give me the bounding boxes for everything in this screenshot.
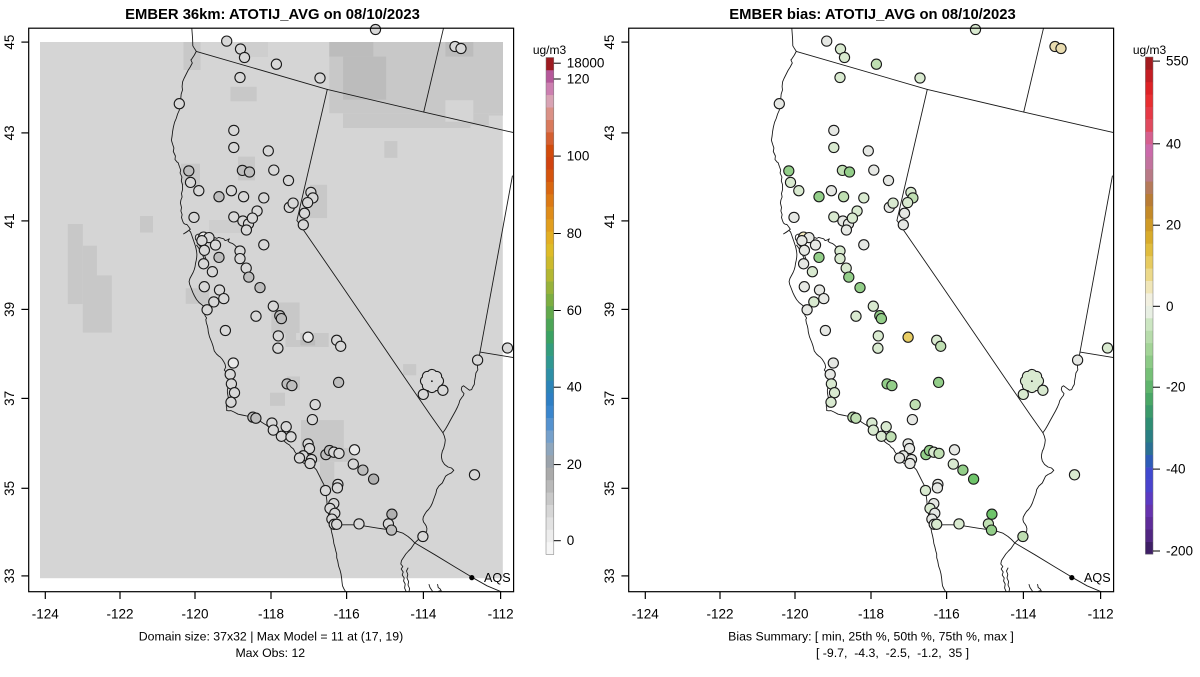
- svg-text:37: 37: [2, 391, 17, 406]
- svg-text:-112: -112: [1088, 607, 1114, 622]
- svg-text:45: 45: [2, 35, 17, 50]
- svg-text:60: 60: [567, 303, 582, 318]
- svg-text:-40: -40: [1166, 462, 1186, 477]
- svg-text:33: 33: [602, 568, 617, 583]
- svg-text:-120: -120: [781, 607, 808, 622]
- svg-text:-122: -122: [706, 607, 733, 622]
- svg-text:-122: -122: [106, 607, 133, 622]
- svg-text:-118: -118: [258, 607, 284, 622]
- svg-text:-20: -20: [1166, 380, 1186, 395]
- svg-text:550: 550: [1166, 54, 1189, 69]
- svg-text:-114: -114: [1010, 607, 1037, 622]
- svg-text:80: 80: [567, 226, 582, 241]
- svg-text:Bias Summary: [ min, 25th %, 5: Bias Summary: [ min, 25th %, 50th %, 75t…: [728, 629, 1014, 643]
- svg-text:EMBER bias: ATOTIJ_AVG on 08/1: EMBER bias: ATOTIJ_AVG on 08/10/2023: [729, 7, 1015, 23]
- svg-text:-116: -116: [934, 607, 960, 622]
- svg-text:EMBER 36km: ATOTIJ_AVG on 08/1: EMBER 36km: ATOTIJ_AVG on 08/10/2023: [125, 7, 420, 23]
- svg-text:45: 45: [602, 35, 617, 50]
- svg-text:-200: -200: [1166, 544, 1193, 559]
- svg-text:AQS: AQS: [484, 571, 511, 585]
- svg-text:-112: -112: [488, 607, 514, 622]
- svg-text:100: 100: [567, 149, 590, 164]
- svg-text:-120: -120: [181, 607, 208, 622]
- svg-text:Domain size: 37x32 | Max Model: Domain size: 37x32 | Max Model = 11 at (…: [139, 629, 403, 643]
- svg-text:-114: -114: [410, 607, 437, 622]
- svg-text:20: 20: [567, 457, 582, 472]
- svg-text:39: 39: [2, 302, 17, 317]
- svg-text:-124: -124: [32, 607, 60, 622]
- svg-text:40: 40: [567, 380, 582, 395]
- svg-text:ug/m3: ug/m3: [533, 43, 567, 57]
- svg-text:35: 35: [602, 481, 617, 496]
- svg-text:43: 43: [602, 125, 617, 140]
- svg-text:-116: -116: [334, 607, 360, 622]
- svg-text:41: 41: [2, 213, 17, 228]
- svg-text:120: 120: [567, 72, 590, 87]
- svg-text:33: 33: [2, 568, 17, 583]
- svg-text:18000: 18000: [567, 56, 605, 71]
- svg-text:40: 40: [1166, 136, 1181, 151]
- svg-text:-124: -124: [632, 607, 660, 622]
- svg-text:37: 37: [602, 391, 617, 406]
- svg-text:35: 35: [2, 481, 17, 496]
- svg-text:AQS: AQS: [1084, 571, 1111, 585]
- svg-text:Max Obs: 12: Max Obs: 12: [235, 646, 305, 660]
- svg-text:43: 43: [2, 125, 17, 140]
- svg-text:0: 0: [567, 533, 575, 548]
- svg-text:0: 0: [1166, 299, 1174, 314]
- svg-text:[ -9.7, -4.3, -2.5, -1.2,: [ -9.7, -4.3, -2.5, -1.2, 35 ]: [816, 646, 969, 660]
- svg-text:-118: -118: [858, 607, 884, 622]
- svg-text:39: 39: [602, 302, 617, 317]
- svg-text:41: 41: [602, 213, 617, 228]
- svg-text:ug/m3: ug/m3: [1133, 43, 1167, 57]
- svg-text:20: 20: [1166, 218, 1181, 233]
